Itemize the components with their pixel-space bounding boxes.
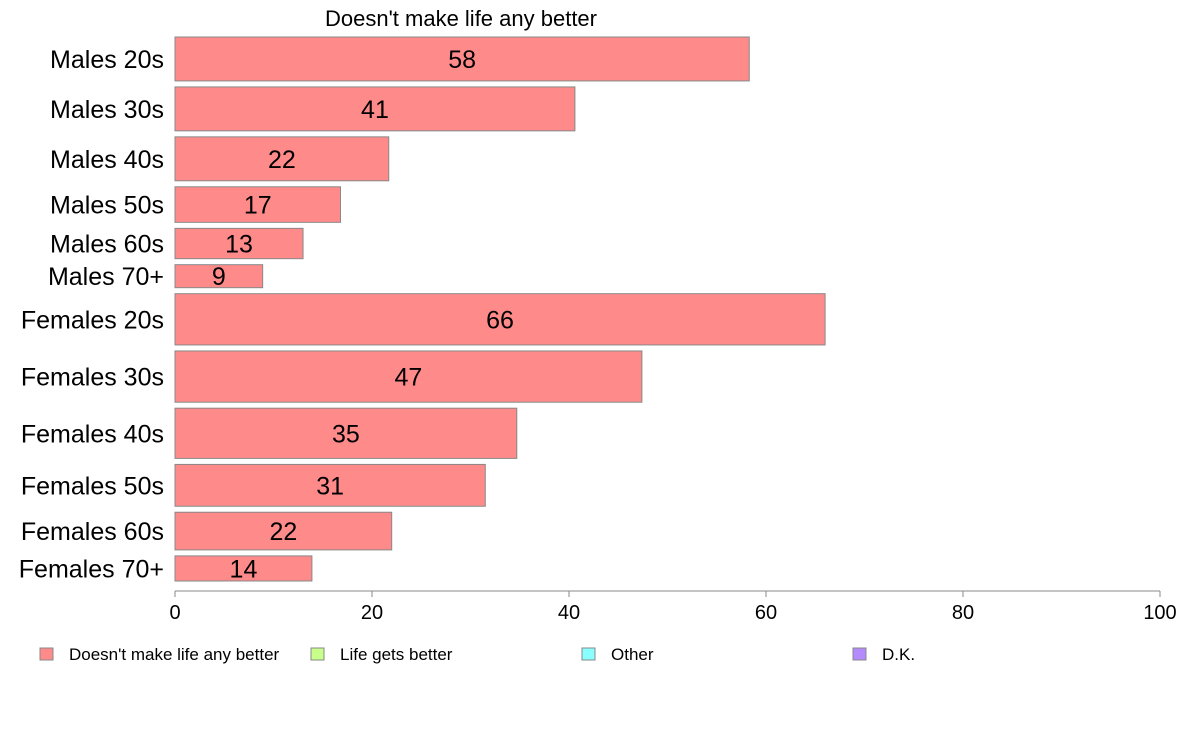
x-tick-label: 20 <box>361 602 383 624</box>
bar-value-label: 35 <box>332 420 360 448</box>
bar-value-label: 13 <box>225 231 253 259</box>
bar-value-label: 22 <box>269 518 297 546</box>
category-label: Females 60s <box>21 518 164 546</box>
bar <box>174 407 518 459</box>
bar <box>174 227 304 260</box>
legend-swatch <box>310 647 325 661</box>
category-label: Males 50s <box>50 192 164 220</box>
x-tick-label: 60 <box>755 602 777 624</box>
bar <box>174 511 393 551</box>
chart-title: Doesn't make life any better <box>325 6 597 31</box>
x-tick-label: 80 <box>952 602 974 624</box>
bar <box>174 350 643 403</box>
bar-value-label: 58 <box>448 46 476 74</box>
legend-label: D.K. <box>882 645 915 664</box>
category-label: Females 20s <box>21 306 164 334</box>
bar-value-label: 31 <box>316 472 344 500</box>
category-label: Males 70+ <box>48 263 164 291</box>
bar <box>174 264 264 289</box>
legend-label: Doesn't make life any better <box>69 645 280 664</box>
bar-value-label: 22 <box>268 146 296 174</box>
x-tick-label: 100 <box>1143 602 1176 624</box>
category-label: Males 20s <box>50 46 164 74</box>
category-label: Females 40s <box>21 420 164 448</box>
x-tick-label: 0 <box>169 602 180 624</box>
bar <box>174 86 576 132</box>
bar <box>174 555 313 582</box>
bar-value-label: 47 <box>395 364 423 392</box>
category-labels: Males 20s Males 30s Males 40s Males 50s Male… <box>19 46 164 583</box>
legend: Doesn't make life any better Life gets be… <box>39 645 915 664</box>
category-label: Males 40s <box>50 146 164 174</box>
legend-swatch <box>39 647 54 661</box>
category-label: Females 30s <box>21 364 164 392</box>
legend-swatch <box>581 647 596 661</box>
x-tick-label: 40 <box>558 602 580 624</box>
bar <box>174 293 826 346</box>
bar-value-label: 14 <box>230 555 258 583</box>
bar-value-label: 66 <box>486 306 514 334</box>
bars-group: 58 41 22 17 13 9 66 47 35 31 22 14 <box>174 36 826 583</box>
category-label: Females 70+ <box>19 555 164 583</box>
bar <box>174 36 750 82</box>
category-label: Females 50s <box>21 472 164 500</box>
x-axis: 0 20 40 60 80 100 <box>169 590 1177 624</box>
bar-value-label: 41 <box>361 96 389 124</box>
bar-value-label: 17 <box>244 192 272 220</box>
legend-label: Other <box>611 645 654 664</box>
category-label: Males 30s <box>50 96 164 124</box>
bar <box>174 463 486 507</box>
bar <box>174 186 341 223</box>
legend-label: Life gets better <box>340 645 453 664</box>
bar-value-label: 9 <box>212 263 226 291</box>
bar <box>174 136 390 182</box>
category-label: Males 60s <box>50 231 164 259</box>
legend-swatch <box>852 647 867 661</box>
